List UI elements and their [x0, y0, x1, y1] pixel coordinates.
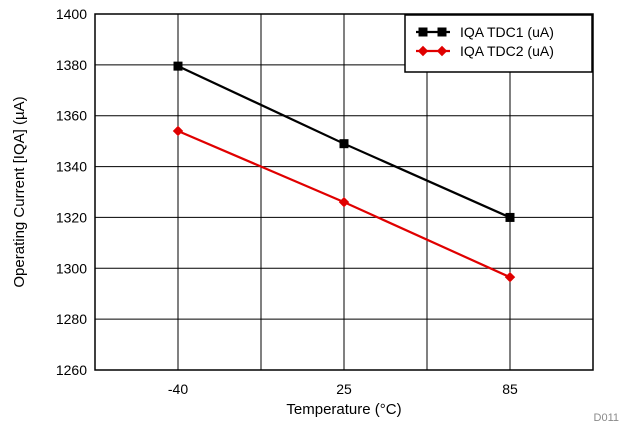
legend-item: IQA TDC1 (uA) [416, 24, 554, 40]
data-point-marker [172, 125, 184, 137]
series-layer [172, 61, 516, 283]
data-point-marker [418, 27, 428, 37]
x-tick-label: -40 [168, 381, 188, 397]
y-tick-label: 1320 [56, 209, 87, 225]
x-axis-label: Temperature (°C) [286, 401, 401, 418]
series-group [173, 61, 515, 222]
figure-id-label: D011 [594, 412, 619, 424]
y-tick-label: 1280 [56, 311, 87, 327]
data-point-marker [339, 139, 349, 149]
data-point-marker [504, 271, 516, 283]
x-tick-label: 85 [502, 381, 518, 397]
y-axis-ticks: 1260 1280 1300 1320 1340 1360 1380 1400 [56, 6, 87, 378]
legend: IQA TDC1 (uA) IQA TDC2 (uA) [404, 14, 593, 73]
data-point-marker [437, 27, 447, 37]
legend-box [404, 14, 593, 73]
data-point-marker [173, 61, 183, 71]
y-tick-label: 1360 [56, 108, 87, 124]
data-point-marker [436, 45, 448, 57]
y-axis-label: Operating Current [IQA] (µA) [11, 96, 28, 287]
y-tick-label: 1400 [56, 6, 87, 22]
y-tick-label: 1340 [56, 159, 87, 175]
x-tick-label: 25 [336, 381, 352, 397]
legend-label: IQA TDC2 (uA) [460, 43, 554, 59]
series-group [172, 125, 516, 283]
data-point-marker [338, 196, 350, 208]
data-point-marker [505, 212, 515, 222]
grid [95, 13, 593, 371]
x-axis-ticks: -40 25 85 [168, 381, 518, 397]
data-point-marker [417, 45, 429, 57]
y-tick-label: 1260 [56, 362, 87, 378]
legend-label: IQA TDC1 (uA) [460, 24, 554, 40]
plot-area-frame [94, 13, 594, 371]
legend-item: IQA TDC2 (uA) [416, 43, 554, 59]
y-tick-label: 1300 [56, 260, 87, 276]
y-tick-label: 1380 [56, 57, 87, 73]
